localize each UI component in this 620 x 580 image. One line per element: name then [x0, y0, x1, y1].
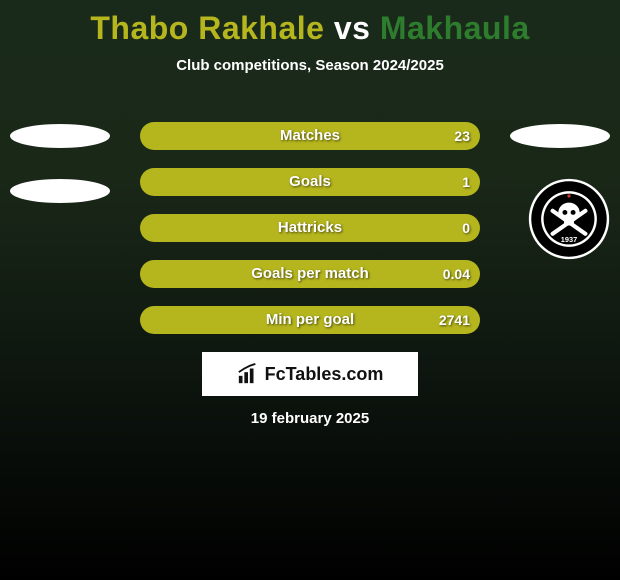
- stat-value-right: 1: [462, 168, 470, 196]
- stat-row: Min per goal2741: [140, 306, 480, 334]
- brand-box: FcTables.com: [202, 352, 418, 396]
- stat-row: Matches23: [140, 122, 480, 150]
- title-player-right: Makhaula: [380, 10, 530, 46]
- title-vs: vs: [324, 10, 379, 46]
- stat-value-right: 23: [454, 122, 470, 150]
- title-player-left: Thabo Rakhale: [90, 10, 324, 46]
- player-left-avatar-placeholder-2: [10, 179, 110, 203]
- crest-year: 1937: [561, 235, 577, 244]
- page-title: Thabo Rakhale vs Makhaula: [0, 0, 620, 47]
- stat-value-right: 2741: [439, 306, 470, 334]
- club-crest-icon: 1937: [528, 178, 610, 260]
- stat-label: Goals per match: [140, 260, 480, 288]
- stat-label: Min per goal: [140, 306, 480, 334]
- stat-row: Hattricks0: [140, 214, 480, 242]
- stat-value-right: 0.04: [443, 260, 470, 288]
- stat-label: Matches: [140, 122, 480, 150]
- player-right-avatar-placeholder: [510, 124, 610, 148]
- brand-text: FcTables.com: [265, 364, 384, 385]
- stat-label: Goals: [140, 168, 480, 196]
- stat-label: Hattricks: [140, 214, 480, 242]
- stat-row: Goals per match0.04: [140, 260, 480, 288]
- subtitle: Club competitions, Season 2024/2025: [0, 57, 620, 74]
- date-label: 19 february 2025: [0, 410, 620, 427]
- stat-value-right: 0: [462, 214, 470, 242]
- bar-chart-icon: [237, 363, 259, 385]
- player-left-avatar-placeholder-1: [10, 124, 110, 148]
- stat-row: Goals1: [140, 168, 480, 196]
- stats-container: Matches23 Goals1 Hattricks0 Goals per match…: [140, 122, 480, 352]
